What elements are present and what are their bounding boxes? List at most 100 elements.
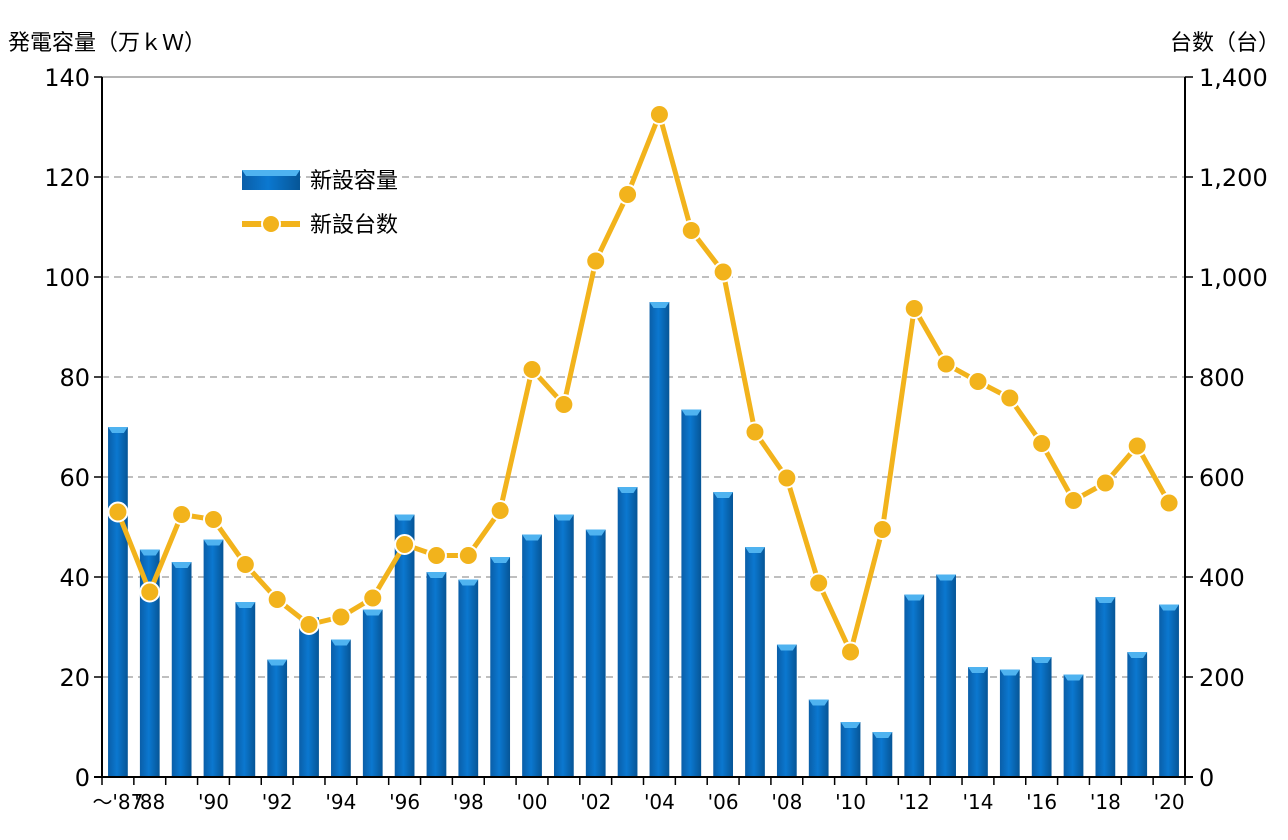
right-tick-label: 600 <box>1199 464 1245 492</box>
bar-top <box>585 529 606 536</box>
x-tick-label: '14 <box>962 790 993 814</box>
bar-top <box>840 722 861 728</box>
x-tick-label: '92 <box>262 790 293 814</box>
bar-top <box>936 574 956 581</box>
x-tick-label: '18 <box>1090 790 1121 814</box>
bar-top <box>139 549 160 556</box>
bar-top <box>331 639 351 646</box>
bar-top <box>904 594 925 601</box>
tick-labels: 0 0 20 200 40 400 60 600 80 800 100 1,000 120 1,200 14… <box>44 64 1268 814</box>
bar-top <box>553 514 574 521</box>
bar-top <box>808 699 829 706</box>
bar-top <box>617 487 638 493</box>
x-tick-label: '20 <box>1154 790 1185 814</box>
line-point <box>967 371 989 392</box>
right-tick-label: 0 <box>1199 764 1214 792</box>
right-tick-label: 800 <box>1199 364 1245 392</box>
x-tick-label: '16 <box>1026 790 1057 814</box>
right-tick-label: 1,400 <box>1199 64 1268 92</box>
line-point <box>298 614 320 635</box>
line-point <box>1158 492 1180 514</box>
legend-item-line: 新設台数 <box>242 213 398 238</box>
x-tick-label: '88 <box>134 790 165 814</box>
bar <box>267 659 288 777</box>
left-tick-label: 60 <box>59 464 90 492</box>
x-tick-label: '06 <box>708 790 739 814</box>
left-axis-title: 発電容量（万ｋＷ） <box>8 31 206 56</box>
legend-bar-swatch-top <box>242 170 300 176</box>
line-point <box>999 387 1021 409</box>
line-point <box>808 572 830 594</box>
left-tick-label: 120 <box>44 164 90 192</box>
x-tick-label: '96 <box>389 790 420 814</box>
bar <box>299 617 319 777</box>
bar <box>745 547 765 777</box>
line-point <box>362 587 384 609</box>
bar <box>331 639 351 777</box>
x-tick-label: '02 <box>580 790 611 814</box>
axes <box>94 76 1193 785</box>
bar <box>681 409 702 777</box>
line-point <box>394 534 416 555</box>
bar <box>108 427 128 777</box>
bar <box>362 609 383 777</box>
bar-top <box>649 302 670 308</box>
bar <box>585 529 606 777</box>
left-tick-label: 140 <box>44 64 90 92</box>
line-point <box>1094 472 1116 494</box>
bar-top <box>267 659 288 666</box>
line-point <box>171 504 193 525</box>
line-point <box>680 220 702 241</box>
line-point <box>266 589 288 610</box>
bar-top <box>1031 657 1052 663</box>
right-tick-label: 200 <box>1199 664 1245 692</box>
bar <box>808 699 829 777</box>
bar <box>139 549 160 777</box>
bar-top <box>426 572 447 578</box>
bar <box>617 487 638 777</box>
bar <box>522 534 542 777</box>
bar <box>649 302 670 777</box>
bar-top <box>394 514 415 521</box>
bar-top <box>522 534 542 541</box>
bar-top <box>872 732 893 738</box>
x-tick-label: '90 <box>198 790 229 814</box>
right-tick-label: 1,200 <box>1199 164 1268 192</box>
bar <box>553 514 574 777</box>
line-point <box>935 353 957 375</box>
bar <box>171 562 192 777</box>
line-point <box>553 394 575 415</box>
line-point <box>648 104 670 125</box>
x-tick-label: '00 <box>517 790 548 814</box>
bar-top <box>968 667 988 673</box>
x-tick-label: '08 <box>771 790 802 814</box>
bar-top <box>490 557 511 563</box>
bar <box>840 722 861 777</box>
right-tick-label: 400 <box>1199 564 1245 592</box>
bar <box>713 492 734 777</box>
bar-top <box>171 562 192 568</box>
bar-top <box>713 492 734 498</box>
bar-top <box>776 644 797 651</box>
line-point <box>202 509 224 530</box>
bar-top <box>235 602 256 608</box>
left-tick-label: 80 <box>59 364 90 392</box>
bar <box>235 602 256 777</box>
bar-top <box>681 409 702 416</box>
line-point <box>744 421 766 443</box>
line-point <box>1126 435 1148 457</box>
line-point <box>139 581 161 603</box>
line-point <box>903 298 925 319</box>
bar <box>458 579 479 777</box>
line-point <box>776 467 798 489</box>
bar-series <box>108 302 1179 777</box>
bar <box>1127 652 1148 777</box>
bar <box>904 594 925 777</box>
bar-top <box>999 669 1020 676</box>
bar-top <box>458 579 479 586</box>
x-tick-label: '10 <box>835 790 866 814</box>
line-point <box>425 545 447 566</box>
bar-top <box>745 547 765 553</box>
left-tick-label: 0 <box>75 764 90 792</box>
bar-top <box>1063 674 1084 681</box>
